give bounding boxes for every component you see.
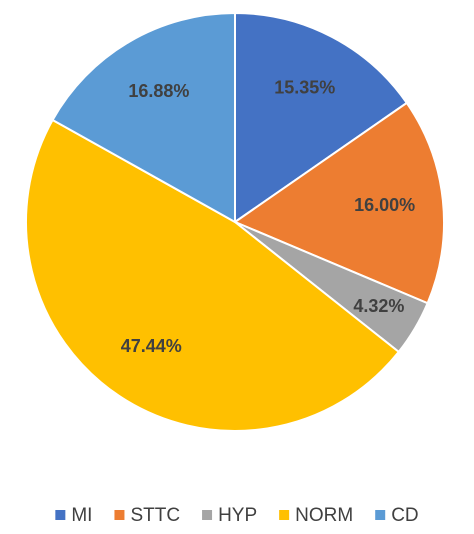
legend-swatch bbox=[375, 510, 386, 520]
legend-label: CD bbox=[391, 505, 418, 526]
value-label: 4.32% bbox=[353, 296, 404, 316]
pie-slice bbox=[25, 118, 401, 432]
value-label: 16.88% bbox=[128, 81, 189, 101]
legend-label: NORM bbox=[295, 505, 353, 526]
pie-slice bbox=[234, 11, 409, 224]
legend-label: HYP bbox=[218, 505, 257, 526]
legend-label: MI bbox=[71, 505, 92, 526]
legend-swatch bbox=[279, 510, 290, 520]
legend-swatch bbox=[202, 510, 213, 520]
legend-label: STTC bbox=[130, 505, 180, 526]
value-label: 47.44% bbox=[121, 336, 182, 356]
legend-swatch bbox=[114, 510, 125, 520]
value-label: 15.35% bbox=[274, 77, 335, 97]
value-label: 16.00% bbox=[354, 195, 415, 215]
pie-slice bbox=[51, 11, 236, 224]
legend-swatch bbox=[55, 510, 66, 520]
pie-slice bbox=[232, 101, 445, 305]
